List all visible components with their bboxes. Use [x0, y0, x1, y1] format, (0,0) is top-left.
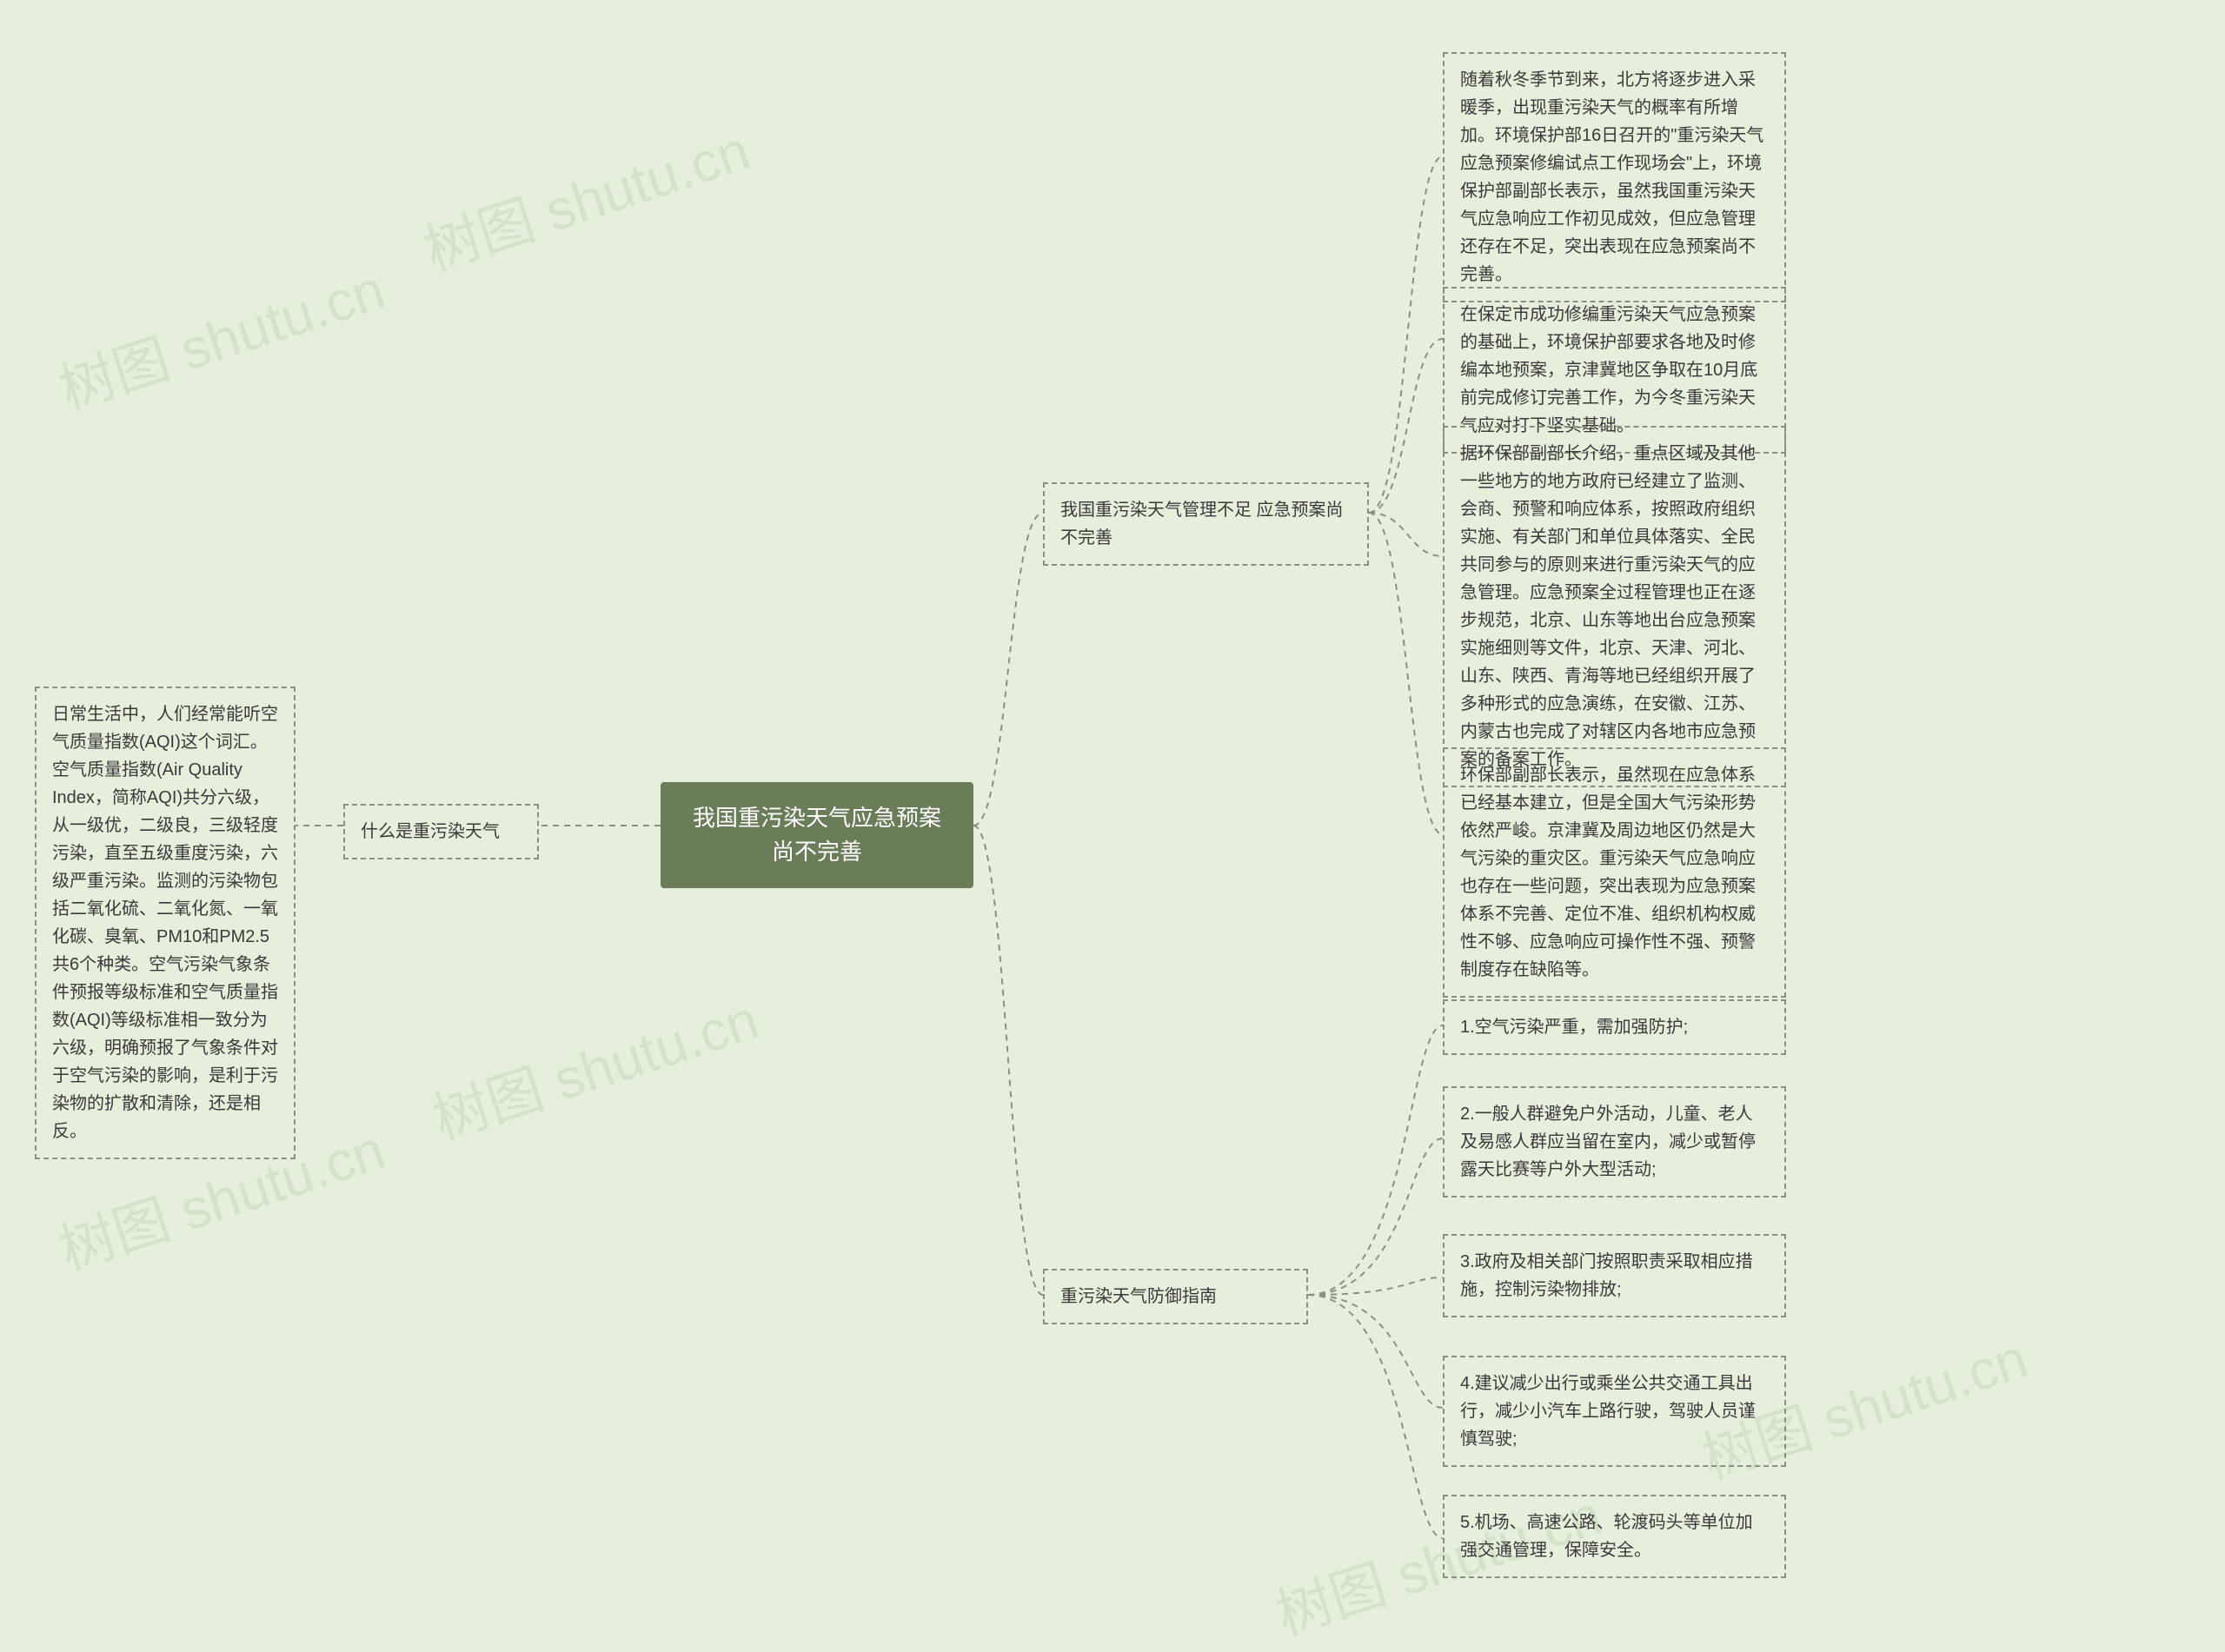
watermark: 树图 shutu.cn	[422, 975, 767, 1155]
leaf-r2-4[interactable]: 4.建议减少出行或乘坐公共交通工具出行，减少小汽车上路行驶，驾驶人员谨慎驾驶;	[1443, 1356, 1786, 1467]
leaf-r1-4[interactable]: 环保部副部长表示，虽然现在应急体系已经基本建立，但是全国大气污染形势依然严峻。京…	[1443, 747, 1786, 998]
leaf-left-1[interactable]: 日常生活中，人们经常能听空气质量指数(AQI)这个词汇。空气质量指数(Air Q…	[35, 687, 296, 1159]
leaf-r2-1[interactable]: 1.空气污染严重，需加强防护;	[1443, 999, 1786, 1055]
leaf-r1-1[interactable]: 随着秋冬季节到来，北方将逐步进入采暖季，出现重污染天气的概率有所增加。环境保护部…	[1443, 52, 1786, 302]
watermark: 树图 shutu.cn	[48, 245, 393, 425]
branch-right-1-title[interactable]: 我国重污染天气管理不足 应急预案尚不完善	[1043, 482, 1369, 566]
root-node[interactable]: 我国重污染天气应急预案尚不完善	[661, 782, 973, 888]
branch-right-2-title[interactable]: 重污染天气防御指南	[1043, 1269, 1308, 1324]
branch-left-title[interactable]: 什么是重污染天气	[343, 804, 539, 859]
leaf-r2-5[interactable]: 5.机场、高速公路、轮渡码头等单位加强交通管理，保障安全。	[1443, 1495, 1786, 1578]
leaf-r2-2[interactable]: 2.一般人群避免户外活动，儿童、老人及易感人群应当留在室内，减少或暂停露天比赛等…	[1443, 1086, 1786, 1198]
leaf-r2-3[interactable]: 3.政府及相关部门按照职责采取相应措施，控制污染物排放;	[1443, 1234, 1786, 1317]
watermark: 树图 shutu.cn	[413, 106, 758, 286]
mindmap-canvas: 树图 shutu.cn 树图 shutu.cn 树图 shutu.cn 树图 s…	[0, 0, 2225, 1652]
connector-layer	[0, 0, 2225, 1652]
leaf-r1-3[interactable]: 据环保部副部长介绍，重点区域及其他一些地方的地方政府已经建立了监测、会商、预警和…	[1443, 426, 1786, 787]
